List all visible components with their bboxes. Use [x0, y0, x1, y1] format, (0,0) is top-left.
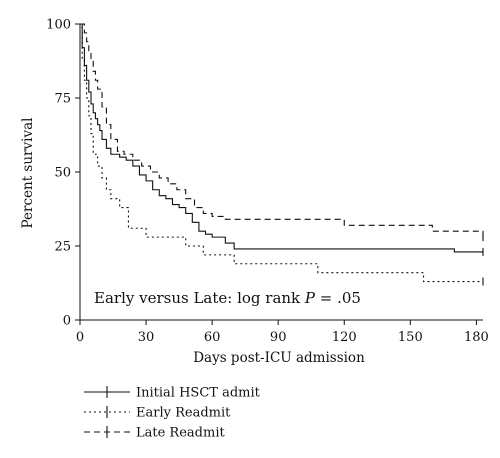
- y-ticks: 0 25 50 75 100: [46, 18, 80, 329]
- x-tick-label: 30: [138, 330, 155, 345]
- x-tick-label: 90: [270, 330, 287, 345]
- plot-area: 0 25 50 75 100 0 30 60 90 120 150 180: [46, 18, 489, 346]
- series-line-1: [80, 23, 483, 253]
- series-line-3: [80, 23, 484, 238]
- series-lines: [80, 23, 484, 286]
- y-tick-label: 50: [54, 166, 71, 181]
- y-tick-label: 25: [54, 240, 71, 255]
- y-tick-label: 0: [63, 314, 71, 329]
- y-tick-label: 100: [46, 18, 71, 33]
- annotation-prefix: Early versus Late: log rank: [94, 289, 305, 307]
- y-tick-label: 75: [54, 92, 71, 107]
- legend-label: Initial HSCT admit: [136, 386, 261, 401]
- legend: Initial HSCT admit Early Readmit Late Read…: [84, 386, 261, 441]
- y-axis-title: Percent survival: [20, 118, 36, 229]
- legend-label: Early Readmit: [136, 406, 231, 421]
- annotation-suffix: = .05: [315, 289, 361, 307]
- x-axis-title: Days post-ICU admission: [193, 350, 365, 366]
- x-tick-label: 180: [464, 330, 489, 345]
- log-rank-annotation: Early versus Late: log rank P = .05: [94, 289, 361, 307]
- annotation-p: P: [304, 289, 316, 307]
- x-tick-label: 60: [204, 330, 221, 345]
- series-line-2: [80, 23, 483, 283]
- x-tick-label: 0: [76, 330, 84, 345]
- x-tick-label: 150: [398, 330, 423, 345]
- legend-label: Late Readmit: [136, 426, 225, 441]
- x-ticks: 0 30 60 90 120 150 180: [76, 320, 489, 345]
- x-tick-label: 120: [332, 330, 357, 345]
